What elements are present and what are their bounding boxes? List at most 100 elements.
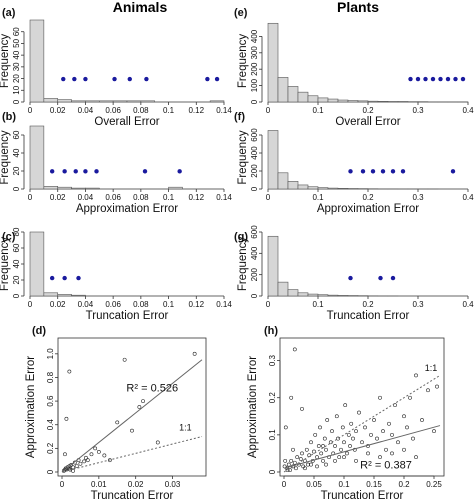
data-point (402, 447, 406, 452)
data-point (405, 425, 409, 430)
y-tick-label: 20 (12, 166, 21, 175)
data-point (84, 455, 88, 460)
histogram-bar (209, 100, 225, 103)
panel-label: (a) (2, 7, 16, 19)
x-tick-label: 0.2 (362, 300, 374, 309)
data-point (345, 451, 349, 456)
histogram-bar (112, 100, 128, 103)
x-tick-label: 0.15 (366, 480, 382, 489)
x-tick-label: 0.1 (163, 193, 175, 202)
data-point (289, 395, 294, 400)
observed-point (438, 76, 443, 82)
panel-label: (f) (234, 111, 245, 123)
y-tick-label: 0 (250, 99, 259, 104)
data-point (396, 440, 400, 445)
histogram-bar (57, 294, 72, 297)
x-tick-label: 0.08 (133, 300, 149, 309)
data-point (354, 429, 358, 434)
y-tick-label: 20 (12, 275, 21, 284)
data-point (300, 406, 304, 411)
data-point (107, 458, 112, 463)
histogram-bar (140, 100, 156, 103)
x-axis-label: Approximation Error (76, 203, 178, 215)
observed-point (83, 76, 88, 82)
y-tick-label: 600 (250, 225, 259, 239)
x-tick-label: 0 (266, 300, 271, 309)
observed-point (450, 169, 456, 174)
data-point (295, 455, 300, 460)
data-point (333, 444, 337, 448)
y-tick-label: 400 (250, 146, 259, 160)
x-tick-label: 0.06 (105, 300, 121, 309)
x-tick-label: 0 (28, 193, 33, 202)
x-tick-label: 0.12 (188, 300, 204, 309)
y-axis-label: Approximation Error (25, 356, 37, 458)
panel-f: (f) 0 0.1 0.2 0.3 0.4 0 200 400 600 Approximation … (234, 111, 474, 215)
histogram-bar (29, 19, 45, 103)
data-point (336, 436, 340, 441)
histogram-bar (267, 235, 279, 297)
y-tick-label: 0.6 (46, 395, 55, 407)
y-tick-label: 60 (12, 130, 21, 139)
panel-label: (g) (234, 231, 248, 243)
x-tick-label: 0.06 (105, 106, 121, 115)
observed-point (62, 169, 67, 174)
observed-point (453, 76, 458, 82)
panel-e: (e) 0 0.1 0.2 0.3 0.4 0 100 200 300 400 Overall Err… (234, 7, 474, 128)
histogram-bar (307, 95, 319, 103)
observed-point (380, 169, 386, 174)
data-point (322, 436, 327, 441)
observed-point (62, 275, 67, 281)
data-point (130, 428, 134, 433)
x-tick-label: 0.1 (163, 106, 175, 115)
x-axis-label: Truncation Error (327, 310, 410, 322)
x-tick-label: 0.02 (50, 106, 66, 115)
x-tick-label: 0.06 (105, 193, 121, 202)
y-tick-label: 200 (250, 164, 259, 178)
observed-point (61, 76, 66, 82)
data-point (312, 449, 316, 454)
histogram-bar (347, 100, 359, 103)
y-tick-label: 10 (12, 85, 21, 94)
observed-point (72, 76, 77, 82)
data-point (381, 429, 385, 434)
histogram-bar (57, 186, 72, 190)
data-point (432, 429, 436, 434)
x-tick-label: 0.02 (50, 300, 66, 309)
x-tick-label: 0.4 (462, 106, 474, 115)
histogram-bar (43, 292, 59, 297)
data-point (334, 414, 339, 419)
data-point (420, 418, 424, 422)
data-point (366, 451, 370, 456)
data-point (369, 432, 373, 437)
observed-point (370, 169, 376, 174)
data-point (378, 395, 382, 400)
y-tick-label: 200 (250, 267, 259, 281)
r-squared-label: R² = 0.387 (360, 459, 412, 471)
data-point (337, 455, 342, 460)
observed-point (142, 169, 148, 174)
y-tick-label: 600 (250, 128, 259, 142)
observed-point (348, 275, 353, 281)
data-point (324, 462, 328, 467)
histogram-bar (337, 295, 349, 297)
data-point (74, 464, 79, 468)
data-point (304, 447, 309, 452)
data-point (301, 464, 306, 469)
x-tick-label: 0.14 (216, 193, 232, 202)
histogram-bar (367, 100, 379, 103)
observed-point (390, 275, 396, 281)
data-point (363, 425, 367, 430)
observed-point (76, 275, 81, 281)
fit-line (61, 359, 203, 473)
data-point (414, 455, 418, 460)
data-point (71, 465, 75, 470)
histogram-bar (337, 188, 349, 190)
x-tick-label: 0 (266, 106, 271, 115)
panel-c: (c) 0 0.02 0.04 0.06 0.08 0.1 0.12 0.14 0 20 40 60 80… (0, 227, 232, 322)
data-point (137, 405, 142, 409)
data-point (285, 468, 290, 473)
data-point (78, 461, 83, 466)
x-tick-label: 0.2 (362, 106, 374, 115)
y-tick-label: 0 (12, 99, 21, 104)
